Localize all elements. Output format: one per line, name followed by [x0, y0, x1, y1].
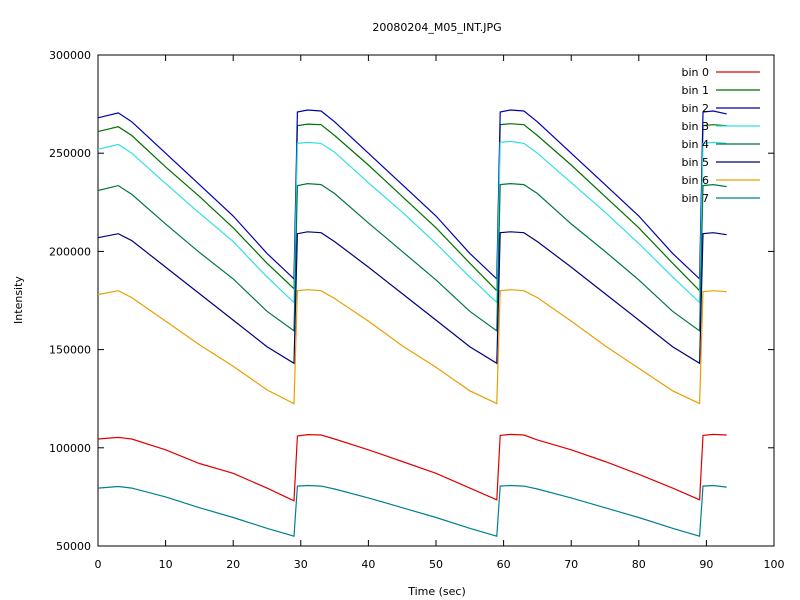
- y-axis: 50000 100000 150000 200000 250000 300000: [49, 49, 774, 553]
- x-tick-label: 40: [361, 558, 375, 571]
- series-line-bin-5: [97, 231, 727, 365]
- plot-frame: [97, 54, 775, 547]
- legend-label: bin 0: [681, 66, 709, 79]
- series-line-bin-0: [97, 433, 727, 502]
- y-tick-label: 150000: [49, 344, 91, 357]
- x-tick-label: 80: [632, 558, 646, 571]
- x-tick-label: 0: [95, 558, 102, 571]
- x-tick-label: 10: [159, 558, 173, 571]
- series-line-bin-7: [97, 484, 727, 537]
- series-line-bin-6: [97, 289, 727, 405]
- series-line-bin-4: [97, 182, 727, 333]
- legend: bin 0 bin 1 bin 2 bin 3 bin 4 bin 5 bin 6 bin 7: [681, 66, 760, 205]
- series-line-bin-3: [97, 140, 727, 304]
- series-lines: [97, 109, 727, 537]
- x-tick-label: 30: [294, 558, 308, 571]
- x-tick-label: 60: [497, 558, 511, 571]
- y-tick-label: 100000: [49, 442, 91, 455]
- chart-title: 20080204_M05_INT.JPG: [372, 21, 501, 34]
- legend-label: bin 1: [681, 84, 709, 97]
- legend-label: bin 3: [681, 120, 709, 133]
- x-tick-label: 50: [429, 558, 443, 571]
- y-tick-label: 250000: [49, 147, 91, 160]
- legend-label: bin 7: [681, 192, 709, 205]
- legend-label: bin 6: [681, 174, 709, 187]
- y-tick-label: 50000: [56, 540, 91, 553]
- legend-label: bin 4: [681, 138, 709, 151]
- series-line-bin-2: [97, 109, 727, 281]
- y-tick-label: 300000: [49, 49, 91, 62]
- series-line-bin-1: [97, 123, 727, 293]
- legend-label: bin 2: [681, 102, 709, 115]
- x-axis-label: Time (sec): [407, 585, 466, 598]
- x-tick-label: 70: [564, 558, 578, 571]
- y-axis-label: Intensity: [12, 276, 25, 324]
- legend-label: bin 5: [681, 156, 709, 169]
- x-axis: 0 10 20 30 40 50 60 70 80 90 100: [95, 55, 785, 571]
- x-tick-label: 90: [699, 558, 713, 571]
- x-tick-label: 100: [764, 558, 785, 571]
- x-tick-label: 20: [226, 558, 240, 571]
- y-tick-label: 200000: [49, 245, 91, 258]
